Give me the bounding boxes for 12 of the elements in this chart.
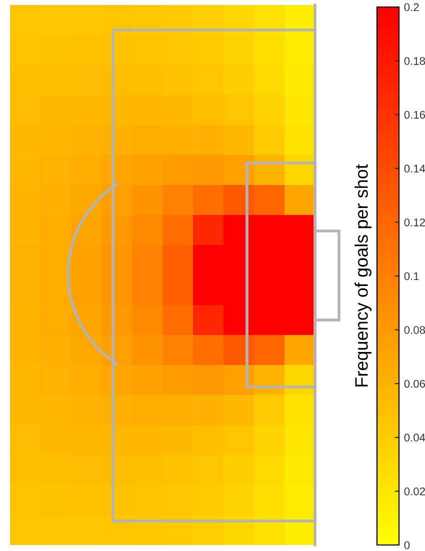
color-bar-label: 0.12 [404,218,425,226]
color-bar-label: 0.08 [404,326,425,334]
color-bar-label: 0.04 [404,434,425,442]
color-bar-title: Frequency of goals per shot [354,164,372,386]
color-bar-label: 0.16 [404,110,425,119]
color-bar-label: 0.1 [404,272,419,280]
color-bar-label: 0.14 [404,164,425,173]
color-bar-label: 0.2 [404,3,419,12]
color-bar-label: 0 [404,541,410,550]
color-bar-label: 0.02 [404,487,425,496]
color-bar-label: 0.06 [404,380,425,388]
color-bar-label: 0.18 [404,57,425,65]
